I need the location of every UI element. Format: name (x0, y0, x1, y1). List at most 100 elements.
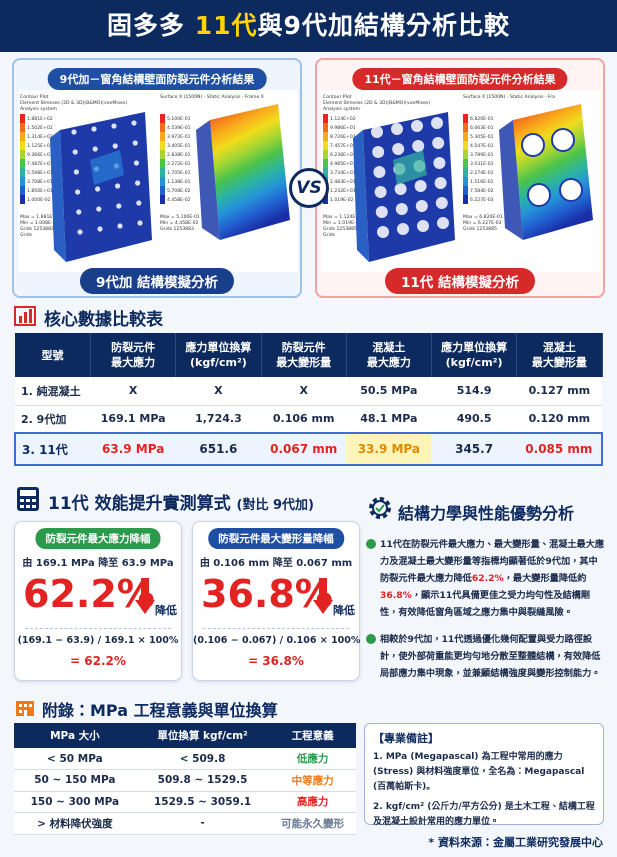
structure (363, 112, 455, 262)
header-text: 最大應力 (111, 356, 156, 369)
legend-swatch (463, 195, 468, 204)
legend-swatch (20, 141, 25, 150)
header-text: 最大變形量 (276, 356, 332, 369)
hole (437, 217, 449, 229)
hole (75, 189, 81, 195)
legend-swatch (323, 132, 328, 141)
legend-label: 2.272E-01 (167, 161, 191, 167)
header-text: (kgf/cm²) (445, 356, 503, 369)
hole (373, 166, 386, 178)
column-header: 應力單位換算 (kgf/cm²) (431, 333, 518, 377)
hole (412, 140, 425, 152)
data-row: 1. 純混凝土 X X X 50.5 MPa 514.9 0.127 mm (15, 377, 602, 406)
card-range: 由 169.1 MPa 降至 63.9 MPa (22, 558, 174, 569)
legend-label: 9.986E+01 (330, 125, 356, 131)
legend-label: 6.227E-03 (470, 197, 494, 203)
legend-swatch (160, 159, 165, 168)
section-title: 核心數據比較表 (44, 310, 163, 330)
table-cell: 可能永久變形 (269, 812, 356, 835)
hole (527, 183, 551, 207)
hole (411, 120, 423, 132)
plot-header: Element Stresses (2D & 3D)(B&MO)(vonMise… (323, 100, 430, 106)
hole (132, 140, 138, 146)
table-cell: 中等應力 (269, 769, 356, 792)
notes-title: 【專業備註】 (373, 732, 439, 745)
data-row: 3. 11代 63.9 MPa 651.6 0.067 mm 33.9 MPa 345.7… (14, 432, 604, 466)
legend-swatch (160, 123, 165, 132)
legend-swatch (20, 177, 25, 186)
hole (133, 160, 139, 166)
legend-swatch (323, 141, 328, 150)
legend-label: 5.598E+01 (27, 170, 53, 176)
section-title: 結構力學與性能優勢分析 (398, 504, 575, 523)
column-header: 防裂元件 最大應力 (90, 333, 177, 377)
calc-card: 防裂元件最大應力降幅由 169.1 MPa 降至 63.9 MPa 62.2% 降低… (14, 521, 182, 681)
plot-footer: Max = 1.124E+02 (323, 214, 365, 220)
title: 固多多 (107, 11, 195, 40)
highlight-text: 62.2% (471, 573, 504, 584)
table-cell: 低應力 (269, 748, 356, 770)
legend-label: 2.274E-01 (470, 170, 494, 176)
plot-footer: Max = 6.820E-01 (463, 214, 503, 220)
card-result: = 36.8% (248, 654, 304, 668)
legend-swatch (160, 150, 165, 159)
hole (77, 229, 83, 235)
header-text: 混凝土 (372, 341, 406, 354)
legend-label: 2.483E+01 (330, 179, 356, 185)
point-text: 11代在防裂元件最大應力、最大變形量、混凝土最大應力及混凝土最大變形量等指標均顯… (380, 539, 605, 584)
structure-side (50, 130, 66, 262)
hole (375, 206, 388, 218)
table-cell: 63.9 MPa (90, 432, 176, 466)
header-row: 型號 防裂元件 最大應力 應力單位換算 (kgf/cm²) 防裂元件 最大變形量 混凝土 最大應… (15, 333, 603, 377)
column-header: 混凝土 最大應力 (346, 333, 432, 377)
legend-swatch (160, 168, 165, 177)
panel-9: 9代加－窗角結構壁面防裂元件分析結果 Contour Plot Element S… (12, 58, 302, 298)
calc-card: 防裂元件最大變形量降幅由 0.106 mm 降至 0.067 mm 36.8% 降低… (192, 521, 360, 681)
header-text: 防裂元件 (111, 341, 156, 354)
table-cell: 33.9 MPa (346, 432, 432, 466)
legend-swatch (463, 186, 468, 195)
structure (60, 112, 152, 262)
header-text: 最大應力 (366, 356, 411, 369)
plot-footer: Grids 1253883 (20, 226, 54, 232)
hole (91, 126, 97, 132)
check-icon (366, 539, 376, 549)
header: 固多多 11代與9代加結構分析比較 (0, 0, 617, 52)
header-text: 最大變形量 (531, 356, 587, 369)
deformation-body (210, 104, 290, 240)
legend-label: 5.708E-02 (167, 188, 191, 194)
stress-zone (90, 150, 124, 185)
hole (521, 133, 545, 157)
table-cell: X (261, 377, 347, 406)
legend-label: 1.000E-02 (27, 197, 51, 203)
hole (374, 186, 387, 198)
section-title: 11代 效能提升實測算式 (48, 494, 231, 514)
hole (371, 126, 383, 138)
hole (137, 220, 143, 226)
legend-label: 1.138E-01 (167, 179, 191, 185)
table-cell: 0.067 mm (261, 432, 347, 466)
hole (414, 180, 427, 192)
panel-title: 9代加－窗角結構壁面防裂元件分析結果 (47, 68, 267, 90)
analysis-point: 相較於9代加，11代透過優化幾何配置與受力路徑設計，使外部荷重能更均勻地分散至整… (366, 631, 606, 682)
table-cell: 150 ~ 300 MPa (14, 791, 136, 813)
hole (135, 180, 141, 186)
legend-swatch (463, 123, 468, 132)
card-formula: (0.106 − 0.067) / 0.106 × 100% (193, 635, 361, 646)
legend-label: 3.789E-01 (470, 152, 494, 158)
legend-label: 3.972E-01 (167, 134, 191, 140)
column-header: 工程意義 (269, 723, 356, 748)
table-cell: 490.5 (431, 405, 517, 434)
hole (71, 129, 77, 135)
hole (112, 143, 118, 149)
title: 與9代加結構分析比較 (257, 11, 510, 40)
card-formula: (169.1 − 63.9) / 169.1 × 100% (17, 635, 179, 646)
plot-header: Surface X (1500N) - Static Analysis - Fr… (160, 94, 264, 100)
plot-footer: Min = 4.458E-02 (160, 220, 199, 226)
legend-swatch (323, 150, 328, 159)
hole (95, 186, 101, 192)
table-cell: 2. 9代加 (15, 405, 91, 434)
legend-label: 1.850E+01 (27, 188, 53, 194)
card-tag: 防裂元件最大變形量降幅 (208, 528, 344, 549)
